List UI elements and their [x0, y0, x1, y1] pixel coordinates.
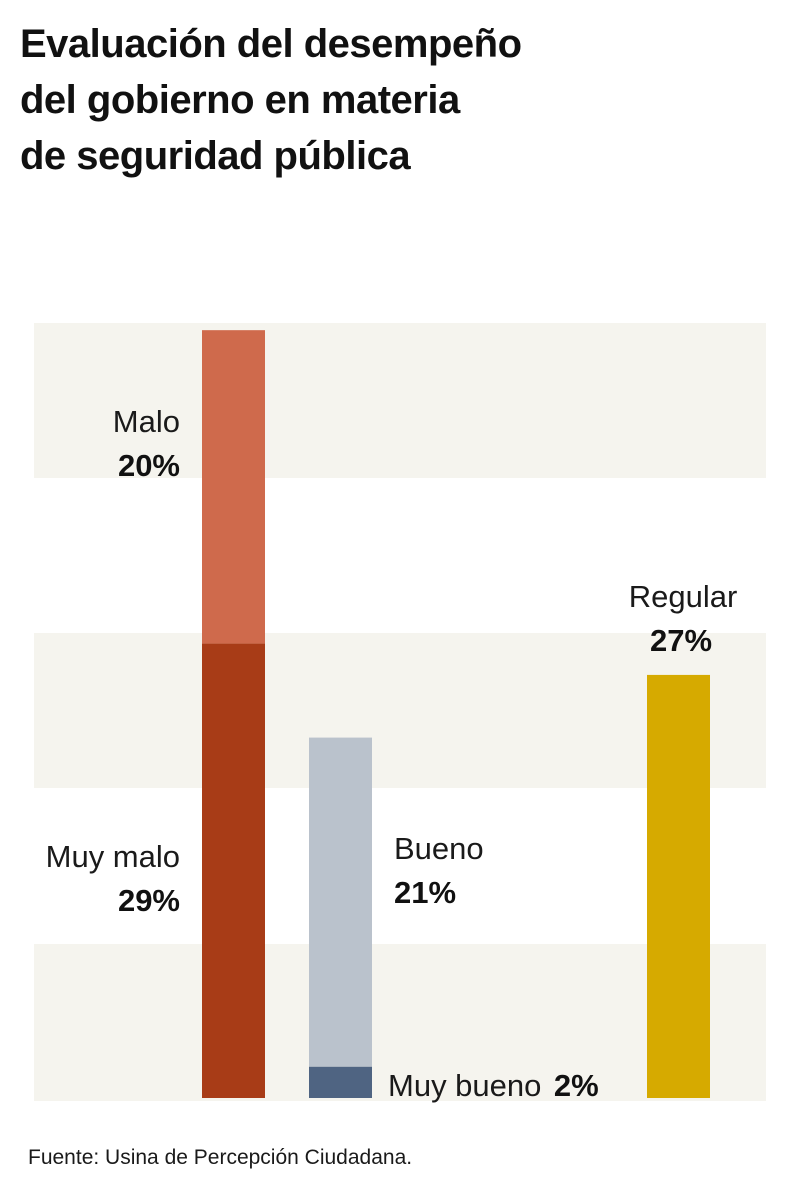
- grid-band: [34, 323, 766, 478]
- value-bueno: 21%: [394, 875, 456, 910]
- label-muy-bueno-name: Muy bueno: [388, 1068, 541, 1103]
- chart-title-line-3: de seguridad pública: [20, 134, 411, 178]
- bar-bueno: [309, 737, 372, 1067]
- grid-band: [34, 944, 766, 1101]
- source-note: Fuente: Usina de Percepción Ciudadana.: [28, 1146, 413, 1169]
- label-muy-bueno: Muy bueno 2%: [388, 1068, 599, 1103]
- chart-title-line-2: del gobierno en materia: [20, 78, 460, 122]
- bar-muy-malo: [202, 643, 265, 1098]
- grid-band: [34, 633, 766, 788]
- label-muy-malo: Muy malo: [46, 839, 180, 874]
- grid-bands: [34, 323, 766, 1101]
- bar-muy-bueno: [309, 1066, 372, 1098]
- value-muy-malo: 29%: [118, 883, 180, 918]
- value-muy-bueno: 2%: [554, 1068, 599, 1103]
- bar-regular: [647, 674, 710, 1098]
- value-malo: 20%: [118, 448, 180, 483]
- bar-marks: [202, 330, 710, 1098]
- chart-title-line-1: Evaluación del desempeño: [20, 22, 522, 66]
- chart-title: Evaluación del desempeño del gobierno en…: [20, 16, 640, 184]
- label-bueno: Bueno: [394, 831, 484, 866]
- label-regular: Regular: [629, 579, 738, 614]
- bar-malo: [202, 330, 265, 644]
- label-malo: Malo: [113, 404, 180, 439]
- bar-labels: Malo 20% Muy malo 29% Bueno 21% Muy buen…: [46, 404, 738, 1103]
- value-regular: 27%: [650, 623, 712, 658]
